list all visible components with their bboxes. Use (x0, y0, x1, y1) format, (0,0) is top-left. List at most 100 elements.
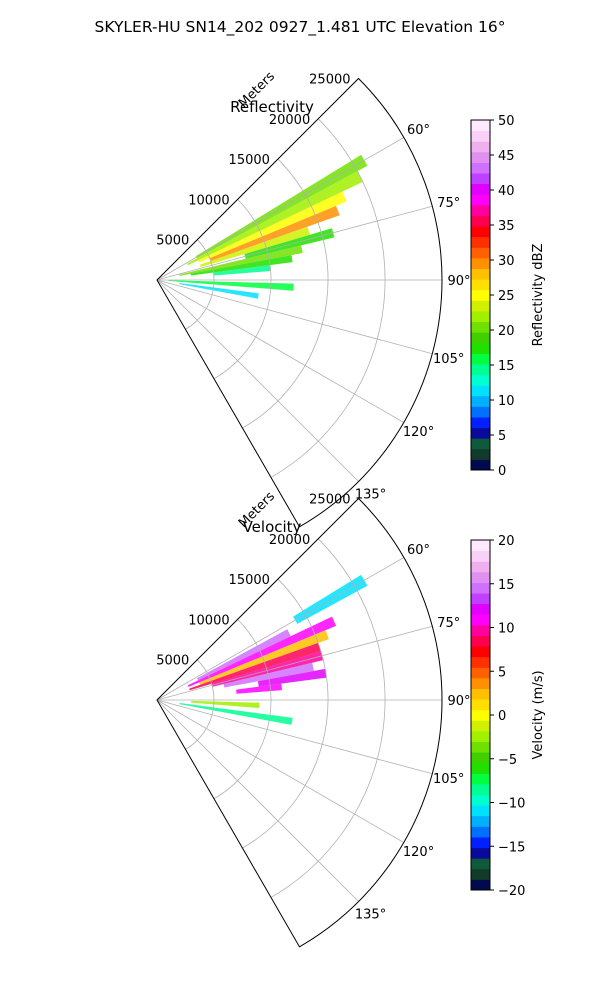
azimuth-tick-label: 135° (355, 488, 386, 503)
colorbar-swatch (471, 459, 490, 471)
colorbar-swatch (471, 257, 490, 269)
range-ring (213, 619, 272, 800)
echo-wedge (199, 630, 329, 685)
colorbar-swatch (471, 342, 490, 354)
range-ring (270, 538, 386, 898)
azimuth-gridline (156, 699, 433, 775)
colorbar-swatch (471, 215, 490, 227)
colorbar-swatch (471, 656, 490, 668)
colorbar-tick-label: −10 (498, 797, 525, 812)
colorbar-tick-label: 0 (498, 464, 506, 479)
azimuth-tick-label: 120° (403, 425, 434, 440)
azimuth-gridline (156, 699, 405, 843)
velocity-title: Velocity (243, 518, 302, 536)
colorbar-swatch (471, 720, 490, 732)
colorbar-swatch (471, 762, 490, 774)
echo-wedge (223, 662, 314, 688)
colorbar-swatch (471, 730, 490, 743)
colorbar-swatch (471, 279, 490, 291)
range-tick-label: 10000 (188, 193, 229, 208)
colorbar-swatch (471, 741, 490, 753)
colorbar-swatch (471, 226, 490, 238)
colorbar-tick-label: 15 (498, 578, 515, 593)
colorbar-swatch (471, 709, 490, 721)
echo-wedge (187, 171, 363, 266)
colorbar-swatch (471, 395, 490, 407)
azimuth-gridline (156, 279, 433, 355)
colorbar-tick-label: 20 (498, 534, 515, 549)
range-tick-label: 20000 (269, 113, 310, 128)
range-tick-label: 5000 (156, 654, 189, 669)
figure-title: SKYLER-HU SN14_202 0927_1.481 UTC Elevat… (95, 18, 506, 37)
echo-layer (179, 574, 368, 725)
colorbar-swatch (471, 321, 490, 333)
colorbar-swatch (471, 593, 490, 605)
colorbar-swatch (471, 826, 490, 838)
colorbar-tick-label: 20 (498, 324, 515, 339)
colorbar-swatch (471, 427, 490, 439)
colorbar-swatch (471, 561, 490, 573)
echo-layer (168, 154, 368, 299)
sector-frame (156, 77, 443, 528)
colorbar-swatch (471, 646, 490, 658)
colorbar-label: Reflectivity dBZ (531, 244, 546, 347)
colorbar-swatch (471, 406, 490, 418)
echo-wedge (293, 574, 368, 624)
colorbar-swatch (471, 879, 490, 891)
colorbar-tick-label: 0 (498, 709, 506, 724)
echo-wedge (190, 255, 293, 276)
colorbar-tick-label: 35 (498, 219, 515, 234)
azimuth-tick-label: 60° (407, 543, 430, 558)
range-tick-label: 25000 (309, 492, 350, 507)
colorbar-swatch (471, 448, 490, 460)
echo-wedge (187, 616, 337, 687)
echo-wedge (257, 668, 327, 687)
range-ring (270, 118, 386, 478)
colorbar-swatch (471, 236, 490, 248)
colorbar-swatch (471, 416, 490, 429)
colorbar-swatch (471, 868, 490, 880)
colorbar-swatch (471, 247, 490, 259)
colorbar-tick-label: 40 (498, 184, 515, 199)
azimuth-tick-label: 75° (437, 616, 460, 631)
colorbar-swatch (471, 794, 490, 806)
colorbar-swatch (471, 332, 490, 344)
azimuth-gridline (156, 557, 405, 701)
colorbar-swatch (471, 836, 490, 849)
echo-wedge (209, 205, 340, 261)
colorbar-tick-label: 45 (498, 149, 515, 164)
colorbar-swatch (471, 540, 490, 552)
colorbar-swatch (471, 353, 490, 365)
echo-wedge (179, 245, 303, 276)
colorbar-tick-label: −20 (498, 884, 525, 899)
colorbar-swatch (471, 614, 490, 626)
range-tick-label: 20000 (269, 533, 310, 548)
range-ring (185, 659, 215, 750)
azimuth-tick-label: 60° (407, 123, 430, 138)
range-tick-label: 15000 (229, 573, 270, 588)
reflectivity-title: Reflectivity (230, 98, 314, 116)
echo-wedge (191, 700, 260, 709)
colorbar-swatch (471, 667, 490, 679)
velocity-colorbar: −20 −15 −10 −5 0 5 10 15 20 Velocity (m/s) (470, 534, 546, 899)
colorbar-swatch (471, 805, 490, 817)
colorbar-swatch (471, 385, 490, 397)
colorbar-swatch (471, 699, 490, 711)
reflectivity-panel: Reflectivity 60° 75° 90° 105° 120° 135° 5000 10… (156, 69, 471, 528)
colorbar-swatch (471, 151, 490, 163)
colorbar-tick-label: 10 (498, 394, 515, 409)
colorbar-swatch (471, 173, 490, 185)
colorbar-swatch (471, 603, 490, 615)
colorbar-swatch (471, 374, 490, 386)
azimuth-gridline (156, 625, 433, 701)
colorbar-swatch (471, 635, 490, 647)
azimuth-gridline (156, 137, 405, 281)
echo-wedge (199, 226, 311, 268)
colorbar-swatch (471, 162, 490, 174)
range-ring (213, 199, 272, 380)
colorbar-tick-label: 5 (498, 429, 506, 444)
colorbar-swatch (471, 310, 490, 323)
colorbar-swatch (471, 141, 490, 153)
colorbar-swatch (471, 300, 490, 312)
colorbar-label: Velocity (m/s) (531, 670, 546, 759)
